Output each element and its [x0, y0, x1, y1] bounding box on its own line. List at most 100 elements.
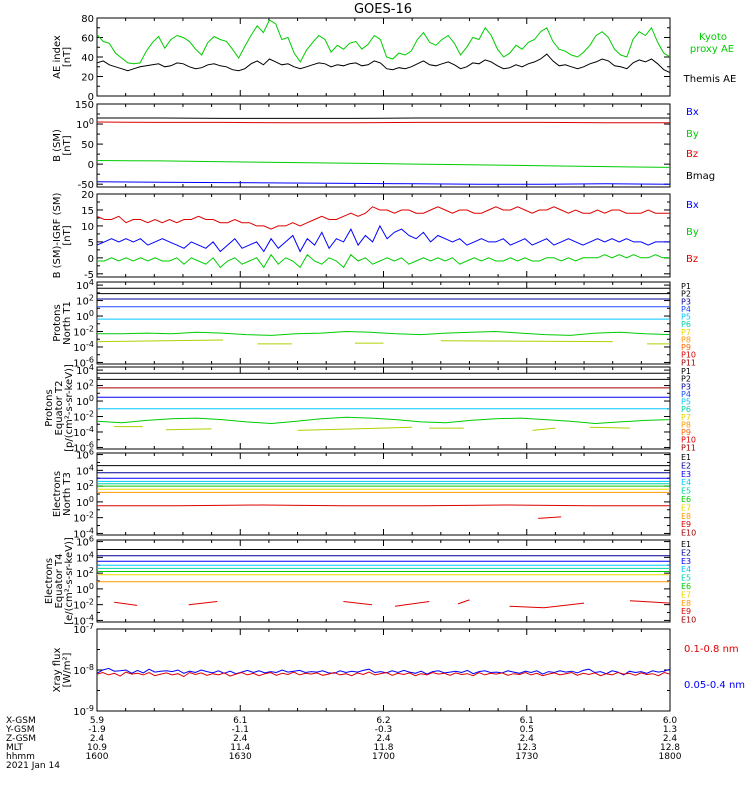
legend-label: Bmag: [686, 171, 715, 182]
legend-label: 0.1-0.8 nm: [684, 644, 739, 655]
y-tick-label: 100: [76, 495, 94, 509]
y-tick-label: 40: [81, 53, 94, 64]
y-tick-label: 0: [88, 92, 94, 103]
y-tick-label: 106: [76, 535, 94, 549]
series-segment-p8: [532, 427, 556, 431]
legend-label: P7: [681, 413, 691, 422]
footer-value: 1600: [86, 752, 109, 762]
panel-bdiff: -5 0 5 10 15 20 B (SM)-IGRF (SM) [nT] Bx By Bz: [52, 190, 699, 281]
y-tick-label: 0: [88, 160, 94, 171]
series-0-1-0-8-nm: [97, 671, 670, 678]
footer-date: 2021 Jan 14: [6, 761, 60, 771]
y-tick-label: 100: [76, 582, 94, 596]
series-segment-e9: [188, 601, 218, 606]
y-tick-label: 104: [76, 550, 94, 564]
panel-bsm: -50 0 50 100 150 B (SM) [nT] Bx By Bz Bmag: [52, 100, 715, 191]
footer-row-label: Z-GSM: [6, 734, 36, 744]
series-bx: [97, 181, 670, 185]
series-segment-e9: [509, 605, 544, 609]
y-axis-label: Protons: [52, 304, 63, 341]
plot-title: GOES-16: [354, 2, 412, 17]
legend-label: Bx: [686, 200, 699, 211]
legend-label: E7: [681, 503, 691, 512]
footer-value: 11.4: [230, 743, 250, 753]
legend-label: E3: [681, 557, 691, 566]
series-bx: [97, 224, 670, 253]
y-tick-label: 10-7: [73, 622, 94, 636]
legend-label: E1: [681, 453, 691, 462]
y-axis-label: Xray flux: [52, 648, 63, 693]
y-tick-label: 10-9: [73, 704, 94, 718]
legend-label: P9: [681, 428, 691, 437]
y-tick-label: 0: [88, 254, 94, 265]
footer-value: 2.4: [663, 734, 678, 744]
series-bz: [97, 206, 670, 230]
legend-label: E4: [681, 478, 691, 487]
legend-label: E2: [681, 548, 691, 557]
legend-label: P6: [681, 320, 691, 329]
footer-value: -0.3: [375, 725, 393, 735]
legend-label: P5: [681, 398, 691, 407]
legend-label: E5: [681, 574, 691, 583]
legend-label: E3: [681, 470, 691, 479]
series-p7: [97, 330, 670, 336]
legend-label: E1: [681, 540, 691, 549]
y-tick-label: 100: [76, 117, 94, 131]
legend-label: P2: [681, 290, 691, 299]
footer-value: -1.9: [88, 725, 106, 735]
y-axis-label: [nT]: [62, 225, 73, 245]
y-tick-label: 5: [88, 238, 94, 249]
legend-label: P11: [681, 358, 696, 367]
y-tick-label: 10-4: [73, 340, 94, 354]
legend-label: E4: [681, 565, 691, 574]
legend-label: E8: [681, 512, 691, 521]
series-segment-e9: [343, 601, 373, 606]
footer-value: 2.4: [233, 734, 248, 744]
y-axis-label: B (SM)-IGRF (SM): [52, 193, 63, 279]
series-segment-e9: [457, 599, 470, 605]
y-axis-label: North T3: [62, 472, 73, 516]
legend-label: E2: [681, 461, 691, 470]
legend-label: P4: [681, 305, 691, 314]
series-group: [97, 19, 670, 74]
legend-label: E10: [681, 529, 696, 538]
panel-frame: [96, 539, 671, 623]
legend-label: P5: [681, 313, 691, 322]
y-tick-label: 10-8: [73, 663, 94, 677]
series-group: [97, 117, 670, 185]
legend-label: E9: [681, 520, 691, 529]
series-e9: [97, 504, 670, 507]
y-tick-label: 104: [76, 278, 94, 292]
legend-label: E8: [681, 599, 691, 608]
legend-label: P3: [681, 382, 691, 391]
series-0-05-0-4-nm: [97, 667, 670, 676]
series-p7: [97, 416, 670, 425]
panel-frame: [96, 193, 671, 278]
legend-label: P10: [681, 351, 696, 360]
y-axis-label: North T1: [62, 301, 73, 345]
legend-label: P7: [681, 328, 691, 337]
footer-value: 10.9: [87, 743, 107, 753]
series-segment-e9: [543, 602, 585, 609]
legend-label: E6: [681, 495, 691, 504]
footer-value: -1.1: [231, 725, 249, 735]
y-tick-label: 102: [76, 379, 94, 393]
legend-label: E7: [681, 590, 691, 599]
y-axis-label: [W/m²]: [62, 652, 73, 687]
y-tick-label: 102: [76, 479, 94, 493]
legend-label: E5: [681, 487, 691, 496]
legend-label: P1: [681, 367, 691, 376]
y-axis-label: [p/(cm²-s-sr-keV)]: [64, 364, 75, 452]
footer-value: 6.2: [376, 716, 390, 726]
series-group: [97, 549, 670, 609]
footer-value: 2.4: [520, 734, 535, 744]
series-segment-p8: [165, 428, 212, 431]
y-tick-label: 20: [81, 190, 94, 201]
y-tick-label: 20: [81, 73, 94, 84]
y-tick-label: 106: [76, 448, 94, 462]
series-segment-e9: [394, 601, 430, 607]
y-axis-label: AE index: [52, 35, 63, 79]
